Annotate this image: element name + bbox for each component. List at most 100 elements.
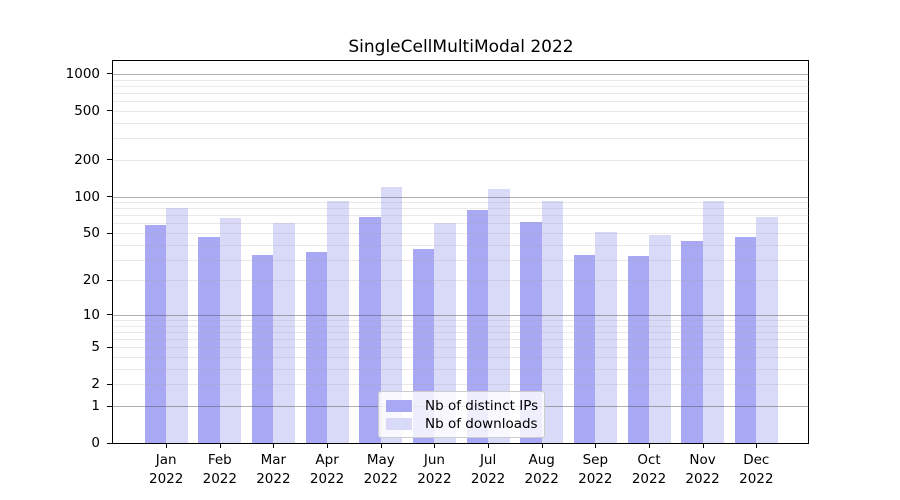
y-tick-label-1000: 1000 (65, 65, 100, 82)
x-tick-jul (488, 444, 490, 448)
x-tick-label-jan: Jan 2022 (134, 451, 198, 489)
x-tick-sep (595, 444, 597, 448)
bar-distinct-ips-feb (198, 237, 220, 443)
bar-distinct-ips-sep (573, 254, 596, 443)
grid-line-minor-7 (113, 331, 809, 333)
bar-distinct-ips-jul (466, 210, 489, 443)
legend-label-downloads: Nb of downloads (425, 416, 538, 432)
bar-downloads-nov (702, 201, 725, 443)
x-tick-month: Apr (315, 452, 339, 468)
grid-line-minor-70 (113, 215, 809, 217)
grid-line-major-1000 (113, 73, 809, 75)
x-tick-month: Mar (260, 452, 287, 468)
y-tick-500 (107, 110, 113, 112)
y-tick-0 (107, 442, 113, 444)
x-tick-year: 2022 (417, 471, 452, 487)
grid-line-minor-8 (113, 325, 809, 327)
bar-downloads-may (380, 187, 403, 443)
grid-line-minor-300 (113, 138, 809, 140)
grid-line-minor-80 (113, 208, 809, 210)
y-tick-10 (107, 314, 113, 316)
x-tick-aug (541, 444, 543, 448)
bar-downloads-mar (273, 222, 295, 443)
legend: Nb of distinct IPs Nb of downloads (378, 391, 545, 438)
y-tick-2 (107, 383, 113, 385)
y-tick-label-20: 20 (82, 272, 100, 289)
x-tick-label-jun: Jun 2022 (402, 451, 466, 489)
x-tick-label-dec: Dec 2022 (724, 451, 788, 489)
x-tick-year: 2022 (309, 471, 345, 487)
x-tick-label-mar: Mar 2022 (241, 451, 305, 489)
x-tick-year: 2022 (149, 471, 184, 487)
y-tick-label-2: 2 (91, 376, 100, 393)
grid-line-minor-9 (113, 320, 809, 321)
grid-line-minor-40 (113, 244, 809, 246)
x-tick-jan (166, 444, 168, 448)
x-tick-may (380, 444, 382, 448)
bar-downloads-jan (166, 208, 188, 443)
x-tick-dec (756, 444, 758, 448)
bar-distinct-ips-apr (305, 251, 328, 443)
legend-item-downloads: Nb of downloads (386, 415, 538, 433)
x-tick-year: 2022 (578, 471, 613, 487)
bar-downloads-dec (756, 216, 778, 443)
grid-line-minor-600 (113, 101, 809, 103)
x-tick-feb (219, 444, 221, 448)
plot-area (112, 60, 809, 444)
x-tick-year: 2022 (470, 471, 506, 487)
x-tick-year: 2022 (256, 471, 291, 487)
legend-swatch-downloads (386, 418, 412, 430)
bar-downloads-apr (327, 200, 349, 443)
x-tick-month: Feb (207, 452, 232, 468)
legend-item-distinct-ips: Nb of distinct IPs (386, 397, 539, 415)
y-tick-label-10: 10 (82, 306, 100, 323)
y-tick-label-500: 500 (74, 102, 100, 119)
x-tick-month: May (366, 452, 395, 468)
y-tick-1 (107, 405, 113, 407)
bar-downloads-oct (649, 235, 671, 443)
grid-line-minor-50 (113, 233, 809, 234)
x-tick-year: 2022 (685, 471, 720, 487)
grid-line-major-100 (113, 196, 809, 198)
x-tick-nov (702, 444, 704, 448)
grid-line-minor-20 (113, 280, 809, 282)
bar-downloads-jun (434, 222, 456, 443)
x-tick-month: Jun (423, 452, 445, 468)
x-tick-label-nov: Nov 2022 (671, 451, 735, 489)
grid-line-minor-5 (113, 347, 809, 349)
bar-distinct-ips-jan (144, 225, 167, 443)
x-tick-label-may: May 2022 (349, 451, 413, 489)
grid-line-major-10 (113, 314, 809, 316)
bar-distinct-ips-dec (734, 237, 757, 443)
grid-line-minor-500 (113, 110, 809, 112)
x-tick-month: Jan (155, 452, 177, 468)
legend-label-distinct-ips: Nb of distinct IPs (425, 398, 539, 414)
x-tick-month: Aug (528, 452, 555, 468)
x-tick-apr (327, 444, 329, 448)
x-tick-label-aug: Aug 2022 (510, 451, 574, 489)
y-tick-label-50: 50 (82, 225, 100, 241)
x-tick-label-feb: Feb 2022 (188, 451, 252, 489)
y-tick-1000 (107, 73, 113, 75)
y-tick-200 (107, 159, 113, 161)
x-tick-oct (649, 444, 650, 448)
bar-downloads-aug (541, 201, 564, 443)
bar-distinct-ips-may (359, 216, 381, 443)
x-tick-month: Nov (689, 452, 716, 468)
y-tick-label-5: 5 (91, 339, 100, 356)
y-tick-50 (107, 232, 113, 234)
grid-line-minor-6 (113, 339, 809, 341)
bar-distinct-ips-nov (681, 240, 703, 443)
x-tick-year: 2022 (524, 471, 559, 487)
bar-distinct-ips-aug (520, 221, 542, 443)
grid-line-minor-90 (113, 202, 809, 203)
x-tick-year: 2022 (739, 471, 774, 487)
x-tick-year: 2022 (202, 471, 237, 487)
y-tick-label-100: 100 (74, 188, 100, 205)
x-tick-label-oct: Oct 2022 (617, 451, 681, 489)
chart-title: SingleCellMultiModal 2022 (348, 37, 574, 57)
grid-line-minor-30 (113, 259, 809, 261)
x-tick-year: 2022 (631, 471, 667, 487)
grid-line-minor-400 (113, 122, 809, 124)
